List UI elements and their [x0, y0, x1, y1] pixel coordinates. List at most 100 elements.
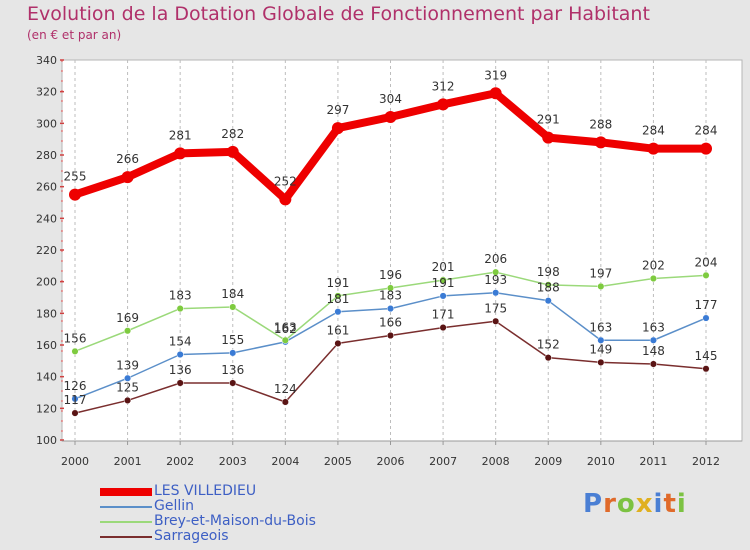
data-point-gellin-2002 — [176, 350, 184, 359]
data-point-gellin-2008 — [492, 289, 500, 297]
y-tick-label-180: 180 — [36, 307, 57, 320]
proxiti-logo: Proxiti — [583, 489, 687, 519]
data-label-sarrageois-2004: 124 — [274, 382, 297, 396]
data-point-sarrageois-2011 — [649, 360, 657, 368]
data-point-les-villedieu-2000 — [69, 188, 81, 201]
data-point-les-villedieu-2002 — [174, 147, 187, 160]
data-point-brey-et-maison-du-bois-2001 — [124, 327, 132, 335]
data-label-sarrageois-2000: 117 — [64, 393, 87, 407]
data-point-sarrageois-2002 — [176, 379, 184, 387]
data-point-sarrageois-2001 — [124, 396, 132, 404]
logo-letter: i — [676, 489, 687, 519]
x-tick-label-2009: 2009 — [534, 455, 562, 468]
logo-letter: x — [635, 489, 654, 519]
chart-title: Evolution de la Dotation Globale de Fonc… — [27, 3, 650, 25]
data-label-brey-et-maison-du-bois-2004: 163 — [274, 320, 297, 334]
data-labels: 255 266 281 282 252 297 304 312 319 291 288 284 284 1… — [64, 68, 718, 407]
data-point-sarrageois-2000 — [71, 409, 79, 417]
data-label-sarrageois-2002: 136 — [169, 363, 192, 377]
data-point-brey-et-maison-du-bois-2004 — [281, 336, 289, 344]
data-point-brey-et-maison-du-bois-2009 — [544, 281, 552, 289]
data-label-gellin-2010: 163 — [589, 320, 612, 334]
data-label-sarrageois-2009: 152 — [537, 338, 560, 352]
data-label-les-villedieu-2003: 282 — [221, 127, 244, 141]
data-label-gellin-2003: 155 — [221, 333, 244, 347]
logo-letter: t — [663, 489, 677, 519]
data-label-gellin-2011: 163 — [642, 320, 665, 334]
y-tick-label-140: 140 — [36, 371, 57, 384]
legend-label-les-villedieu: LES VILLEDIEU — [154, 483, 257, 499]
x-tick-label-2002: 2002 — [166, 455, 194, 468]
data-point-sarrageois-2004 — [281, 398, 289, 406]
x-tick-label-2011: 2011 — [639, 455, 667, 468]
y-tick-label-300: 300 — [36, 117, 57, 130]
data-label-les-villedieu-2007: 312 — [432, 79, 455, 93]
data-point-les-villedieu-2004 — [279, 193, 292, 206]
data-label-gellin-2009: 188 — [537, 281, 560, 295]
data-label-brey-et-maison-du-bois-2011: 202 — [642, 259, 665, 273]
data-label-sarrageois-2003: 136 — [221, 363, 244, 377]
data-point-gellin-2000 — [71, 395, 79, 403]
y-tick-label-160: 160 — [36, 339, 57, 352]
data-label-gellin-2008: 193 — [484, 273, 507, 287]
data-point-gellin-2009 — [544, 297, 552, 305]
data-label-brey-et-maison-du-bois-2005: 191 — [326, 276, 349, 290]
data-label-sarrageois-2008: 175 — [484, 301, 507, 315]
data-label-les-villedieu-2010: 288 — [589, 117, 612, 131]
axes: 100 120 140 160 180 200 220 240 260 280 300 320 340 2… — [36, 54, 742, 468]
data-point-les-villedieu-2005 — [331, 122, 344, 135]
data-point-les-villedieu-2008 — [489, 87, 502, 100]
x-tick-label-2008: 2008 — [482, 455, 510, 468]
data-point-brey-et-maison-du-bois-2007 — [439, 276, 447, 284]
data-label-brey-et-maison-du-bois-2008: 206 — [484, 252, 507, 266]
data-label-gellin-2001: 139 — [116, 358, 139, 372]
data-point-les-villedieu-2003 — [226, 145, 239, 158]
y-tick-label-120: 120 — [36, 402, 57, 415]
data-point-les-villedieu-2006 — [384, 111, 397, 123]
data-point-sarrageois-2010 — [597, 358, 605, 366]
data-label-sarrageois-2006: 166 — [379, 316, 402, 330]
data-label-les-villedieu-2002: 281 — [169, 128, 192, 142]
data-point-brey-et-maison-du-bois-2011 — [649, 274, 657, 283]
data-label-brey-et-maison-du-bois-2010: 197 — [589, 266, 612, 280]
legend-swatch-les-villedieu — [100, 488, 152, 496]
data-label-les-villedieu-2009: 291 — [537, 113, 560, 127]
data-point-gellin-2007 — [439, 292, 447, 300]
data-point-brey-et-maison-du-bois-2005 — [334, 292, 342, 300]
x-tick-label-2005: 2005 — [324, 455, 352, 468]
data-label-les-villedieu-2008: 319 — [484, 68, 507, 82]
data-label-sarrageois-2001: 125 — [116, 380, 139, 394]
y-tick-label-280: 280 — [36, 149, 57, 162]
data-point-les-villedieu-2011 — [647, 142, 660, 155]
y-tick-label-340: 340 — [36, 54, 57, 67]
x-tick-label-2006: 2006 — [377, 455, 405, 468]
series-group — [69, 87, 712, 417]
legend-swatch-sarrageois — [100, 536, 152, 538]
logo-letter: r — [603, 489, 617, 519]
data-point-brey-et-maison-du-bois-2003 — [229, 303, 237, 311]
data-point-brey-et-maison-du-bois-2012 — [702, 271, 710, 279]
data-point-gellin-2011 — [649, 336, 657, 344]
data-point-brey-et-maison-du-bois-2000 — [71, 347, 79, 355]
data-label-les-villedieu-2005: 297 — [326, 103, 349, 117]
data-label-les-villedieu-2004: 252 — [274, 174, 297, 188]
data-point-gellin-2012 — [702, 314, 710, 322]
data-point-les-villedieu-2001 — [121, 171, 134, 184]
data-point-les-villedieu-2007 — [437, 98, 450, 111]
data-point-sarrageois-2012 — [702, 365, 710, 373]
data-point-les-villedieu-2009 — [542, 131, 555, 144]
data-label-brey-et-maison-du-bois-2001: 169 — [116, 311, 139, 325]
data-label-sarrageois-2007: 171 — [432, 308, 455, 322]
data-label-gellin-2004: 162 — [274, 322, 297, 336]
data-label-sarrageois-2010: 149 — [589, 342, 612, 356]
data-label-sarrageois-2012: 145 — [695, 349, 718, 363]
data-point-gellin-2010 — [597, 336, 605, 344]
data-label-brey-et-maison-du-bois-2009: 198 — [537, 265, 560, 279]
data-label-gellin-2006: 183 — [379, 289, 402, 303]
y-tick-label-100: 100 — [36, 434, 57, 447]
data-point-brey-et-maison-du-bois-2008 — [492, 268, 500, 276]
x-tick-label-2000: 2000 — [61, 455, 89, 468]
data-label-brey-et-maison-du-bois-2003: 184 — [221, 287, 244, 301]
logo-letter: i — [653, 489, 664, 519]
data-point-brey-et-maison-du-bois-2010 — [597, 282, 605, 290]
